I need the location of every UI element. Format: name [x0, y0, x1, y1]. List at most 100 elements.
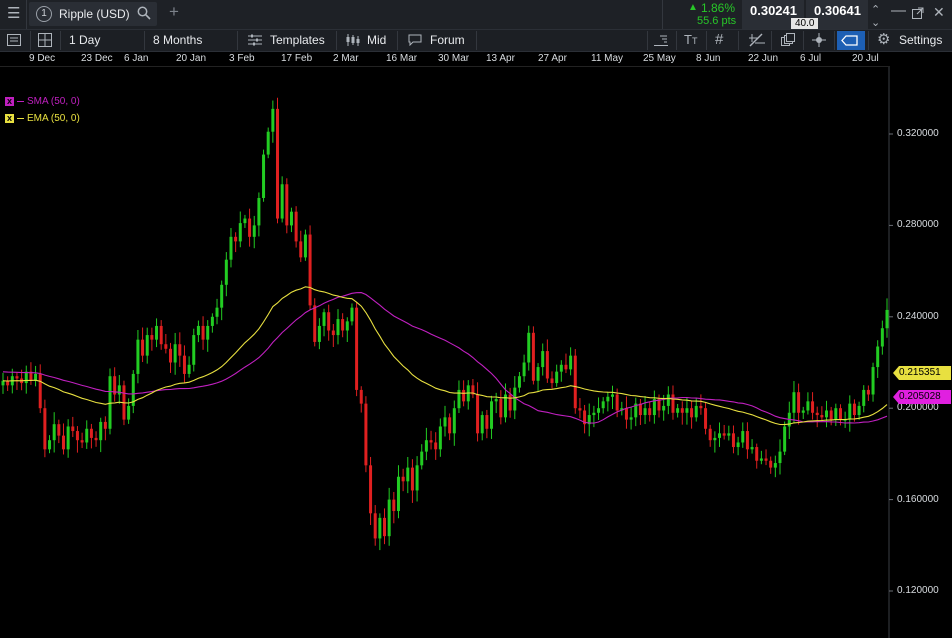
- candle: [173, 332, 177, 375]
- candle: [866, 385, 870, 401]
- close-icon[interactable]: ✕: [933, 4, 945, 20]
- candle: [294, 206, 298, 248]
- minimize-icon[interactable]: —: [891, 2, 906, 19]
- date-tick: 20 Jan: [176, 53, 207, 64]
- candle: [136, 329, 140, 384]
- popout-icon[interactable]: [912, 7, 924, 21]
- range-selector[interactable]: 8 Months: [153, 33, 203, 47]
- candle: [201, 316, 205, 350]
- drawing-tools-icon[interactable]: [749, 33, 765, 49]
- candle: [787, 401, 791, 439]
- candle: [94, 431, 98, 447]
- legend-ema-label: EMA (50, 0): [27, 113, 80, 124]
- price-tag-icon[interactable]: [837, 31, 865, 50]
- change-points: 55.6 pts: [697, 15, 737, 27]
- candle: [429, 430, 433, 450]
- settings-gear-icon[interactable]: ⚙: [877, 31, 891, 48]
- forum-button[interactable]: Forum: [430, 33, 465, 47]
- price-chart[interactable]: [0, 67, 952, 638]
- candle: [801, 406, 805, 420]
- candle: [355, 302, 359, 397]
- candle: [117, 374, 121, 404]
- candle: [48, 435, 52, 454]
- date-tick: 16 Mar: [386, 53, 418, 64]
- legend-ema[interactable]: x EMA (50, 0): [5, 113, 80, 124]
- price-tick-label: 0.280000: [897, 219, 939, 231]
- candle: [271, 100, 275, 143]
- change-percent: 1.86%: [701, 1, 736, 15]
- candle: [871, 362, 875, 402]
- forum-icon[interactable]: [408, 34, 422, 48]
- candle: [317, 318, 321, 350]
- top-bar: ☰ 1 Ripple (USD) + ▲ 1.86% 55.6 pts 0.30…: [0, 0, 952, 30]
- candle: [685, 397, 689, 425]
- candle: [155, 318, 159, 348]
- candle: [252, 215, 256, 249]
- candle: [745, 422, 749, 459]
- search-icon[interactable]: [137, 6, 151, 22]
- candle: [480, 411, 484, 441]
- candle: [597, 397, 601, 420]
- candle: [75, 426, 79, 453]
- candle: [578, 398, 582, 419]
- candle: [276, 97, 280, 224]
- menu-icon[interactable]: ☰: [7, 5, 21, 22]
- candle: [145, 327, 149, 364]
- candle: [345, 317, 349, 342]
- crosshair-grid-icon[interactable]: #: [715, 31, 724, 48]
- date-tick: 17 Feb: [281, 53, 313, 64]
- remove-sma-icon[interactable]: x: [5, 95, 14, 106]
- candle: [285, 178, 289, 234]
- layers-icon[interactable]: [781, 33, 795, 49]
- templates-button[interactable]: Templates: [270, 33, 325, 47]
- candle: [364, 396, 368, 473]
- ask-price[interactable]: 0.30641: [814, 3, 861, 18]
- candle: [773, 455, 777, 478]
- candle: [206, 320, 210, 352]
- grid-layout-icon[interactable]: [38, 33, 52, 49]
- candle: [606, 392, 610, 412]
- text-tool-icon[interactable]: TT: [684, 32, 698, 47]
- candle: [373, 505, 377, 546]
- add-tab-icon[interactable]: +: [169, 2, 179, 21]
- templates-icon[interactable]: [248, 34, 262, 48]
- candle: [164, 334, 168, 354]
- date-tick: 8 Jun: [696, 53, 721, 64]
- legend-sma[interactable]: x SMA (50, 0): [5, 96, 80, 107]
- bid-price[interactable]: 0.30241: [750, 3, 797, 18]
- candle: [769, 456, 773, 474]
- cursor-target-icon[interactable]: [812, 33, 826, 49]
- layout-list-icon[interactable]: [7, 34, 21, 48]
- interval-selector[interactable]: 1 Day: [69, 33, 101, 47]
- instrument-name[interactable]: Ripple (USD): [59, 7, 130, 21]
- candle: [490, 395, 494, 439]
- date-tick: 23 Dec: [81, 53, 113, 64]
- candle: [643, 395, 647, 425]
- candle: [331, 323, 335, 348]
- candle: [880, 320, 884, 355]
- candle: [322, 308, 326, 337]
- candle: [336, 309, 340, 345]
- candle: [182, 345, 186, 384]
- candle: [722, 424, 726, 440]
- change-up-icon: ▲: [688, 2, 698, 13]
- candle: [52, 412, 56, 453]
- settings-button[interactable]: Settings: [899, 33, 943, 47]
- candle: [262, 149, 266, 202]
- candle: [592, 405, 596, 428]
- candle: [359, 386, 363, 413]
- order-book-icon[interactable]: [654, 34, 668, 48]
- candle: [783, 421, 787, 456]
- candle: [829, 406, 833, 426]
- candle: [187, 356, 191, 378]
- candle: [545, 339, 549, 383]
- candle: [624, 396, 628, 429]
- candle: [876, 340, 880, 378]
- remove-ema-icon[interactable]: x: [5, 112, 14, 123]
- fullscreen-up-icon[interactable]: ⌃ ⌄: [871, 4, 881, 29]
- candles-icon[interactable]: [346, 34, 360, 48]
- chart-toolbar: 1 Day 8 Months Templates Mid Forum TT # …: [0, 30, 952, 52]
- candle: [215, 298, 219, 325]
- price-type-selector[interactable]: Mid: [367, 33, 387, 47]
- candle: [327, 304, 331, 341]
